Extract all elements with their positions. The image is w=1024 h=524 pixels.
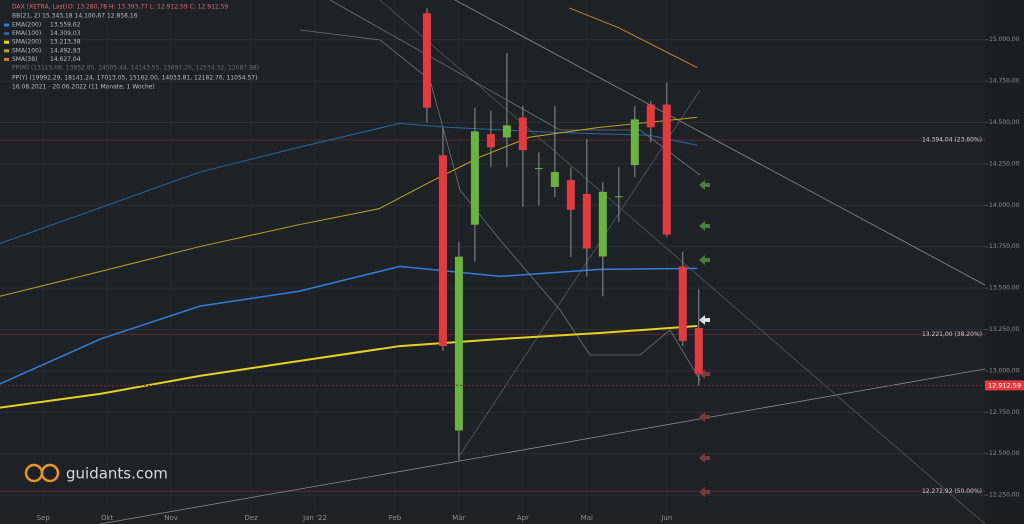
level-label: 14.394,04 (23.60%) [922, 137, 982, 144]
bb-legend: BB(21, 2) 15.343,18 14.100,67 12.858,16 [12, 13, 138, 20]
signal-arrows [699, 180, 710, 497]
x-tick-label: Mai [581, 514, 593, 522]
logo: guidants.com [24, 463, 168, 483]
brand: guidants.com [66, 465, 168, 483]
candle-body [470, 131, 479, 225]
y-tick-label: 12.250,00 [989, 492, 1020, 499]
arrow [699, 487, 710, 497]
legend-value: 14.309,03 [50, 30, 81, 37]
legend-name: SMA(100) [12, 47, 41, 54]
y-axis-panel [985, 0, 1024, 524]
last-price-tag [985, 380, 1024, 391]
candle-body [518, 117, 527, 151]
indicator-line [0, 325, 698, 409]
legend-swatch [4, 40, 9, 44]
candle-body [566, 179, 575, 210]
indicator-line [0, 265, 698, 385]
x-tick-label: Mär [452, 514, 465, 522]
pivot-month: PP(M) (13115.08, 13952.85, 14505.44, 141… [12, 65, 259, 72]
x-tick-label: Sep [37, 514, 51, 522]
arrow [699, 369, 710, 379]
ohlc: O: 13.280,78 H: 13.393,77 L: 12.912,59 C… [68, 4, 228, 11]
y-tick-label: 12.750,00 [989, 409, 1020, 416]
y-tick-label: 14.250,00 [989, 160, 1020, 167]
instrument: DAX (XETRA, Last) [12, 4, 67, 11]
y-tick-label: 13.250,00 [989, 326, 1020, 333]
legend-swatch [4, 32, 9, 36]
level-label: 13.221,00 (38.20%) [922, 331, 982, 338]
legend-value: 13.559,62 [50, 22, 81, 29]
indicator-line [569, 7, 698, 69]
candle-body [502, 125, 511, 138]
y-tick-label: 13.000,00 [989, 367, 1020, 374]
legend-value: 14.627,04 [50, 56, 81, 63]
x-tick-label: Apr [517, 514, 529, 522]
candle-body [662, 104, 671, 235]
candle-body [614, 196, 623, 198]
candle-body [534, 168, 543, 170]
candle-body [454, 256, 463, 431]
y-tick-label: 13.750,00 [989, 243, 1020, 250]
legend-swatch [4, 49, 9, 53]
candle-body [646, 104, 655, 128]
arrow [699, 453, 710, 463]
legend-swatch [4, 23, 9, 27]
arrow [699, 221, 710, 231]
level-label: 12.272,92 (50.00%) [922, 488, 982, 495]
y-tick-label: 14.500,00 [989, 119, 1020, 126]
x-tick-label: Okt [101, 514, 114, 522]
y-tick-label: 14.750,00 [989, 78, 1020, 85]
resistance-line [454, 0, 986, 286]
pivot-year: PP(Y) (19992.29, 18141.24, 17013.05, 151… [12, 75, 257, 82]
candle-body [550, 172, 559, 187]
x-tick-label: Nov [164, 514, 178, 522]
candle-body [438, 155, 447, 347]
x-tick-label: Feb [389, 514, 402, 522]
period: 16.08.2021 - 20.06.2022 (11 Monate, 1 Wo… [12, 84, 155, 91]
candle-body [486, 134, 495, 148]
y-tick-label: 15.000,00 [989, 36, 1020, 43]
legend-swatch [4, 57, 9, 61]
y-tick-label: 13.500,00 [989, 285, 1020, 292]
y-tick-label: 14.000,00 [989, 202, 1020, 209]
arrow [699, 255, 710, 265]
candle-body [422, 13, 431, 108]
legend-name: SMA(38) [12, 56, 37, 63]
legend-name: EMA(200) [12, 22, 41, 29]
arrow [699, 180, 710, 190]
candle-body [582, 193, 591, 249]
legend-value: 13.213,38 [50, 39, 81, 46]
candle-body [630, 119, 639, 166]
arrow [699, 315, 710, 325]
indicator-line [0, 116, 698, 297]
candle-body [678, 266, 687, 341]
support-line [99, 368, 986, 524]
y-tick-label: 12.500,00 [989, 450, 1020, 457]
last-price-label: 12.912,59 [988, 381, 1021, 389]
candle-body [598, 191, 607, 257]
legend-name: SMA(200) [12, 39, 41, 46]
fan-line [459, 89, 701, 456]
arrow [699, 412, 710, 422]
candle-body [694, 328, 703, 374]
legend-name: EMA(100) [12, 30, 41, 37]
x-tick-label: Jan '22 [302, 514, 327, 522]
logo-mark [40, 463, 60, 483]
legend-value: 14.492,93 [50, 47, 81, 54]
x-tick-label: Dez [244, 514, 258, 522]
legend: DAX (XETRA, Last) O: 13.280,78 H: 13.393… [12, 4, 259, 91]
x-tick-label: Jun [660, 514, 672, 522]
